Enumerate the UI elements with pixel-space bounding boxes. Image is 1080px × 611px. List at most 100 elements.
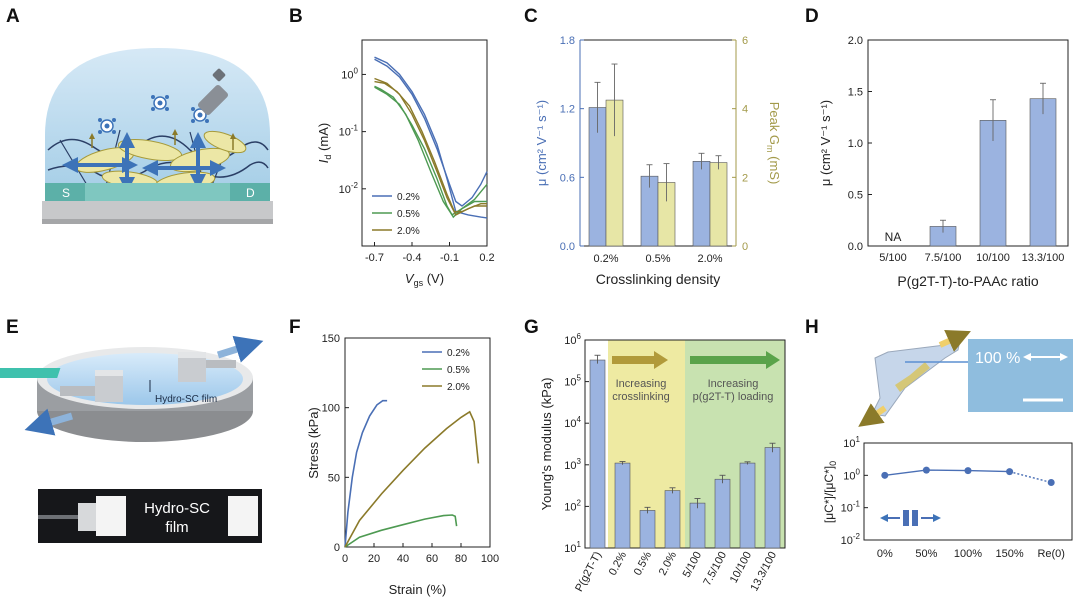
pull-arrow-right [216, 335, 264, 363]
transfer-curve-2.0% [374, 77, 487, 216]
transfer-curve-0.2% [374, 56, 488, 219]
plot-frame [584, 339, 786, 549]
substrate-edge [42, 219, 273, 224]
hydro-sc-film-label: Hydro-SC film [155, 394, 217, 405]
crosslinking-arrow [612, 351, 668, 369]
y-tick-label: 10-2 [841, 532, 861, 547]
panel-letter-h: H [805, 317, 819, 338]
y-tick-label: 0.5 [848, 190, 863, 202]
y-tick-label: 0 [334, 542, 340, 554]
stress-strain-curve-0.2% [344, 399, 388, 548]
photo-grip-left [78, 503, 96, 531]
right-axis-label: Peak Gm (mS) [765, 102, 782, 185]
mobility-bar [979, 120, 1007, 247]
plot-frame [863, 442, 1073, 541]
annotation-line1: Increasing [708, 378, 759, 390]
x-tick-label: 50% [915, 548, 937, 560]
ion-transport-arrows [62, 132, 226, 193]
legend-label: 0.2% [447, 348, 470, 359]
x-tick-label: 0% [877, 548, 893, 560]
x-axis-label: Crosslinking density [596, 271, 721, 287]
electrolyte-vial-icon [197, 68, 229, 116]
x-tick-label: 5/100 [879, 252, 907, 264]
panel-e-illustration: Hydro-SC film Hydro-SC film [0, 335, 264, 543]
y-tick-label: 100 [843, 467, 860, 482]
panel-letter-e: E [6, 317, 19, 338]
annotation-line2: crosslinking [612, 391, 669, 403]
data-point-0% [881, 471, 889, 479]
panel-h-illustration: 100 % [858, 329, 1073, 427]
x-tick-label: 40 [397, 553, 409, 565]
hydro-sc-film-strip [0, 368, 61, 378]
plot-frame [344, 337, 491, 548]
chart-g: 101 102 103 104 105 106 P(g2T-T) 0.2% 0.5% 2.0% 5/… [539, 332, 786, 594]
loading-arrow [690, 351, 780, 369]
modulus-bar [739, 462, 756, 549]
y-axis-label: Young's modulus (kPa) [539, 378, 554, 511]
y-tick-label: 0.0 [848, 241, 863, 253]
y-axis-label: Stress (kPa) [306, 407, 321, 479]
strain-icon-bar-right [912, 510, 918, 526]
modulus-bar [714, 478, 731, 549]
chart-f: 0 20 40 60 80 100 0 50 100 150 0.2% 0.5% 2.0% Strain … [306, 333, 499, 597]
panel-letter-f: F [289, 317, 301, 338]
x-tick-label: 7.5/100 [925, 252, 962, 264]
stretch-arrow-left [858, 403, 887, 427]
x-tick-label: 100 [481, 553, 499, 565]
panel-letter-a: A [6, 6, 20, 27]
panel-letter-c: C [524, 6, 538, 27]
x-axis-label: Vgs (V) [405, 271, 444, 288]
panel-a-illustration: S D [42, 48, 273, 224]
drain-electrode [230, 183, 270, 201]
stretch-arrow-right [938, 329, 971, 352]
x-tick-label: 10/100 [976, 252, 1010, 264]
transfer-curve-2.0% [374, 80, 487, 213]
y-tick-label: 102 [564, 498, 581, 513]
modulus-bar [764, 447, 781, 549]
x-tick-label: 5/100 [681, 550, 705, 580]
substrate [42, 201, 273, 223]
x-tick-label: Re(0) [1037, 548, 1065, 560]
x-tick-label: 2.0% [657, 550, 679, 578]
y-tick-label: 10-2 [339, 181, 359, 196]
panel-letter-b: B [289, 6, 303, 27]
drain-label: D [246, 186, 255, 200]
na-label: NA [885, 230, 902, 244]
plot-frame [361, 39, 488, 247]
pull-arrow-left [24, 408, 73, 436]
x-tick-label: 0.5% [632, 550, 654, 578]
right-clamp [178, 352, 236, 382]
recovery-trace [1009, 470, 1052, 484]
x-tick-label: 13.3/100 [1022, 252, 1065, 264]
modulus-bar [639, 510, 656, 549]
legend-label: 0.5% [447, 365, 470, 376]
data-point-100% [964, 467, 972, 475]
legend-label: 2.0% [397, 226, 420, 237]
x-tick-label: P(g2T-T) [573, 550, 604, 594]
y-tick-label: 2.0 [848, 35, 863, 47]
right-tick-label: 0 [742, 241, 748, 253]
y-tick-label: 100 [322, 403, 340, 415]
x-tick-label: 10/100 [728, 550, 754, 585]
right-tick-label: 4 [742, 104, 748, 116]
x-tick-label: -0.4 [403, 252, 422, 264]
modulus-bar [589, 359, 606, 549]
y-tick-label: 104 [564, 415, 581, 430]
y-tick-label: 10-1 [841, 500, 861, 515]
left-axis-label: μ (cm² V⁻¹ s⁻¹) [534, 100, 549, 186]
y-tick-label: 150 [322, 333, 340, 345]
left-tick-label: 0.6 [560, 172, 575, 184]
x-tick-label: 100% [954, 548, 982, 560]
bar-peak gm [709, 162, 728, 247]
y-tick-label: 10-1 [339, 124, 359, 139]
x-tick-label: 150% [996, 548, 1024, 560]
left-tick-label: 1.2 [560, 104, 575, 116]
y-tick-label: 101 [843, 435, 860, 450]
x-tick-label: 20 [368, 553, 380, 565]
x-tick-label: 0.2% [607, 550, 629, 578]
photo-clamp-right [228, 496, 258, 536]
ion-icon [151, 95, 169, 111]
x-tick-label: 0.5% [645, 253, 670, 265]
x-tick-label: 7.5/100 [701, 550, 729, 588]
